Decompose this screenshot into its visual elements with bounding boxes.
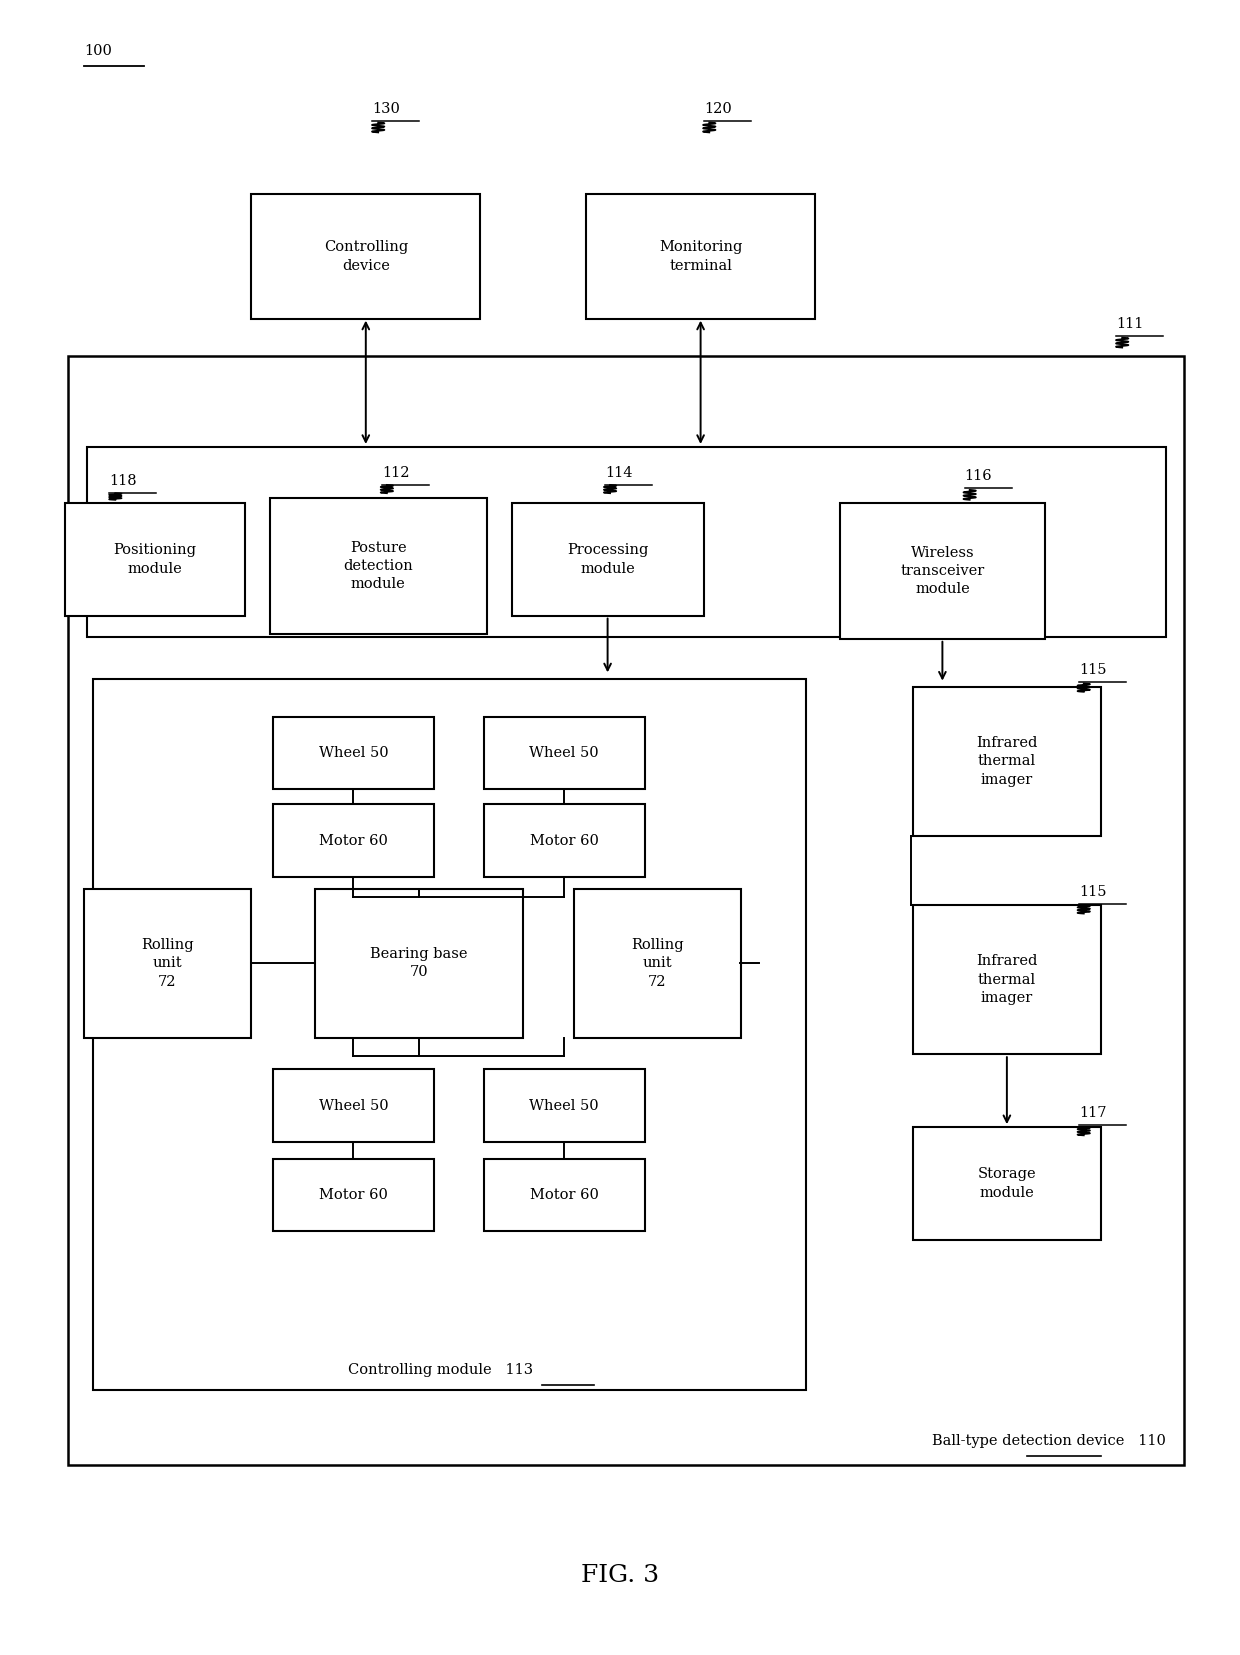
Bar	[511, 503, 704, 616]
Text: Motor 60: Motor 60	[529, 834, 599, 847]
Text: FIG. 3: FIG. 3	[580, 1564, 660, 1587]
Bar	[913, 1127, 1101, 1240]
Text: 114: 114	[605, 467, 632, 480]
Text: Bearing base
70: Bearing base 70	[371, 947, 467, 980]
Bar	[484, 1069, 645, 1142]
Bar	[273, 1069, 434, 1142]
Bar	[87, 447, 1166, 637]
Text: Monitoring
terminal: Monitoring terminal	[658, 240, 743, 273]
Text: 111: 111	[1116, 318, 1143, 331]
Text: Wheel 50: Wheel 50	[529, 746, 599, 760]
Text: Wireless
transceiver
module: Wireless transceiver module	[900, 546, 985, 596]
Text: 116: 116	[965, 470, 992, 483]
Text: 118: 118	[109, 475, 136, 488]
Text: Wheel 50: Wheel 50	[529, 1099, 599, 1112]
Text: Storage
module: Storage module	[977, 1167, 1037, 1200]
Bar	[573, 889, 742, 1038]
Text: Motor 60: Motor 60	[319, 1188, 388, 1202]
Bar	[68, 356, 1184, 1465]
Bar	[273, 804, 434, 877]
Bar	[66, 503, 246, 616]
Bar	[913, 687, 1101, 836]
Text: 120: 120	[704, 103, 732, 116]
Text: Motor 60: Motor 60	[529, 1188, 599, 1202]
Bar	[273, 717, 434, 789]
Text: 115: 115	[1079, 664, 1106, 677]
Bar	[273, 1158, 434, 1231]
Text: Wheel 50: Wheel 50	[319, 1099, 388, 1112]
Text: Rolling
unit
72: Rolling unit 72	[141, 938, 193, 988]
Text: 115: 115	[1079, 885, 1106, 899]
Text: Wheel 50: Wheel 50	[319, 746, 388, 760]
Text: Infrared
thermal
imager: Infrared thermal imager	[976, 955, 1038, 1005]
Bar	[484, 1158, 645, 1231]
Bar	[270, 498, 486, 634]
Bar	[93, 679, 806, 1390]
Text: Rolling
unit
72: Rolling unit 72	[631, 938, 683, 988]
Bar	[84, 889, 250, 1038]
Bar	[484, 717, 645, 789]
Text: Controlling
device: Controlling device	[324, 240, 408, 273]
Text: 100: 100	[84, 45, 112, 58]
Text: Positioning
module: Positioning module	[114, 543, 196, 576]
Text: 130: 130	[372, 103, 399, 116]
Text: 112: 112	[382, 467, 409, 480]
Bar	[913, 905, 1101, 1054]
Text: 117: 117	[1079, 1107, 1106, 1120]
Bar	[315, 889, 523, 1038]
Text: Processing
module: Processing module	[567, 543, 649, 576]
Text: Ball-type detection device   110: Ball-type detection device 110	[931, 1435, 1166, 1448]
Bar	[484, 804, 645, 877]
Text: Controlling module   113: Controlling module 113	[347, 1364, 533, 1377]
Text: Motor 60: Motor 60	[319, 834, 388, 847]
Text: Infrared
thermal
imager: Infrared thermal imager	[976, 736, 1038, 786]
Text: Posture
detection
module: Posture detection module	[343, 541, 413, 591]
Bar	[585, 195, 816, 318]
Bar	[250, 195, 480, 318]
Bar	[841, 503, 1044, 639]
